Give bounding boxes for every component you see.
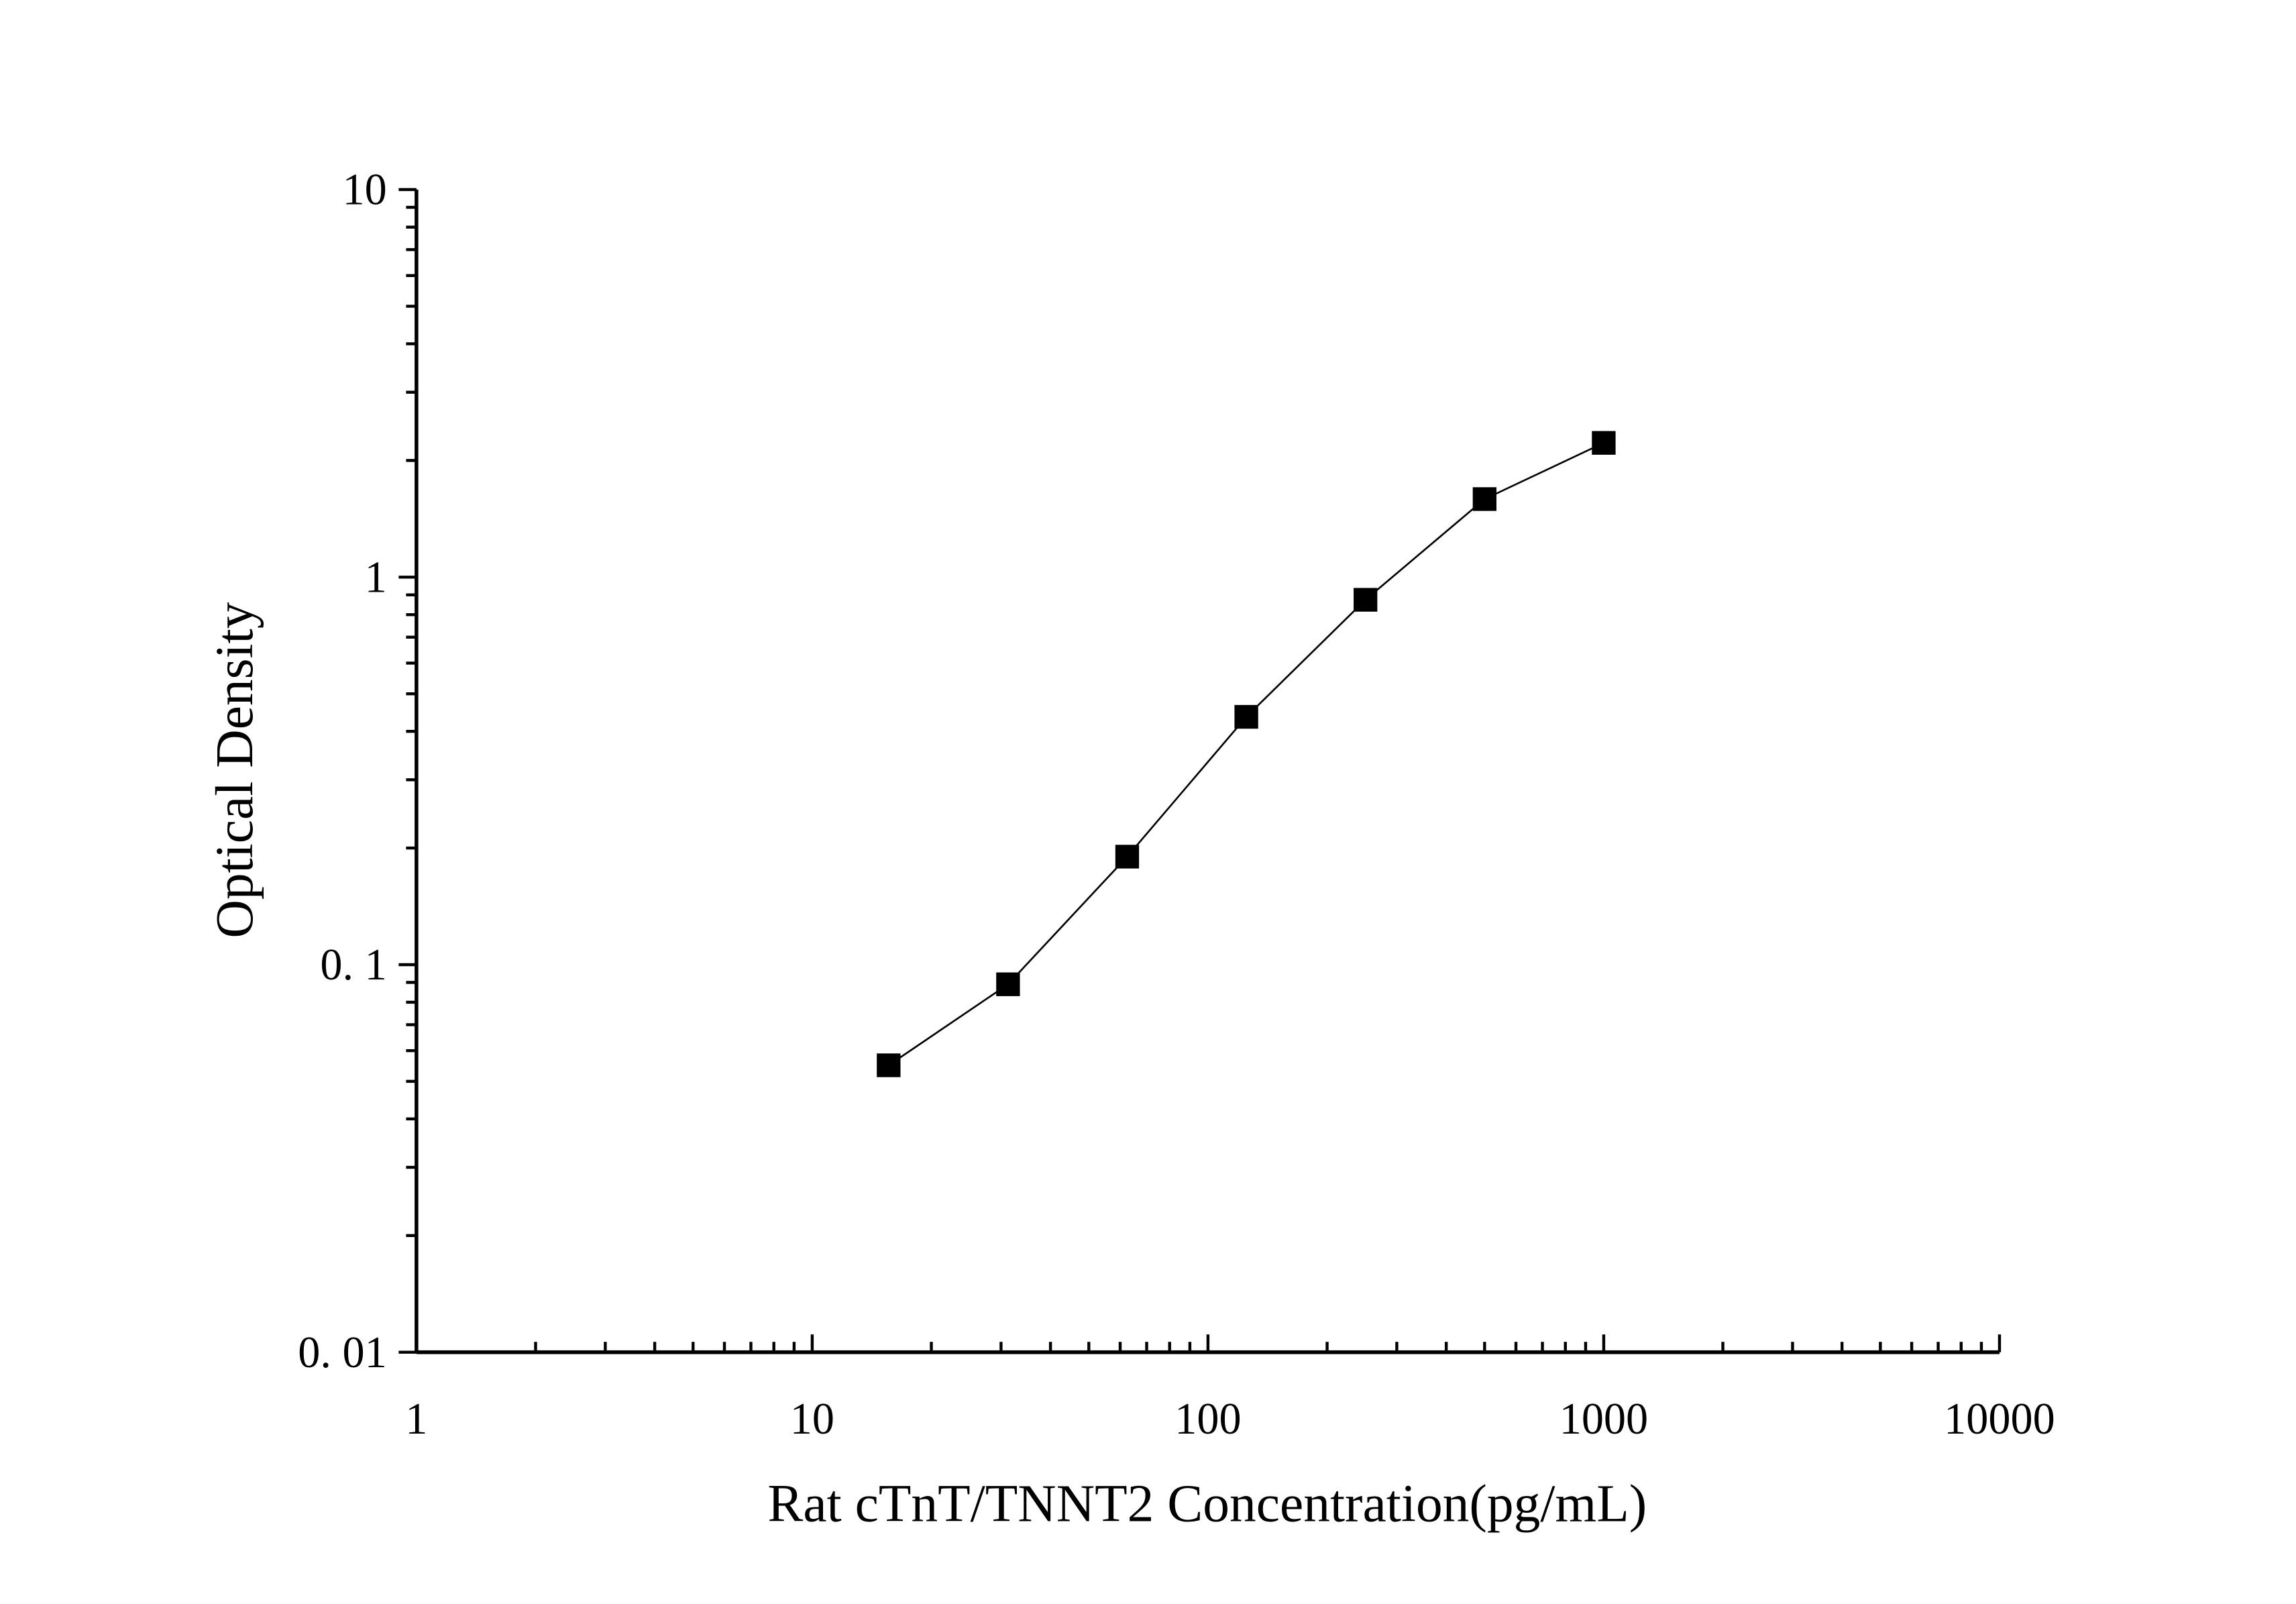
- x-tick-label: 100: [1174, 1395, 1241, 1444]
- data-point: [1234, 704, 1258, 729]
- axes: 1 10 100 1000 10000 0. 01 0. 1 1 10: [298, 166, 2055, 1444]
- x-tick-label: 1: [405, 1395, 427, 1444]
- data-point: [877, 1053, 901, 1077]
- data-point: [996, 972, 1020, 996]
- data-point: [1354, 588, 1378, 612]
- data-point: [1472, 487, 1496, 511]
- data-point: [1115, 845, 1140, 869]
- y-tick-label: 10: [342, 166, 386, 215]
- y-tick-label: 0. 1: [320, 941, 386, 990]
- y-tick-label: 0. 01: [298, 1328, 386, 1377]
- x-tick-label: 1000: [1560, 1395, 1648, 1444]
- y-tick-label: 1: [365, 553, 387, 602]
- x-axis-label: Rat cTnT/TNNT2 Concentration(pg/mL): [767, 1474, 1647, 1533]
- series-line: [888, 442, 1604, 1067]
- series: [877, 431, 1616, 1077]
- x-tick-label: 10: [790, 1395, 834, 1444]
- x-tick-label: 10000: [1944, 1395, 2055, 1444]
- y-axis-label: Optical Density: [205, 602, 264, 938]
- data-point: [1592, 431, 1616, 455]
